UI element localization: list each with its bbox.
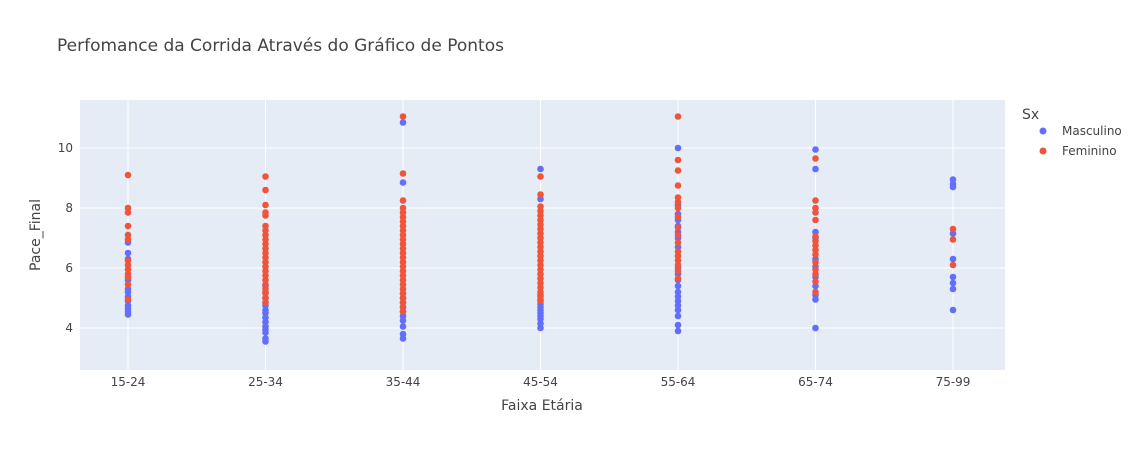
data-point-feminino[interactable] <box>124 231 132 239</box>
legend-item-feminino[interactable]: Feminino <box>1039 144 1117 158</box>
legend: Sx Masculino Feminino <box>1022 107 1122 158</box>
data-point-feminino[interactable] <box>674 239 682 246</box>
legend-marker-feminino <box>1039 147 1047 155</box>
legend-title: Sx <box>1022 107 1039 123</box>
data-point-feminino[interactable] <box>812 278 819 285</box>
data-point-feminino[interactable] <box>124 296 132 303</box>
data-point-masculino[interactable] <box>399 119 407 126</box>
y-tick-label-10: 10 <box>58 141 73 155</box>
data-point-feminino[interactable] <box>537 203 544 210</box>
x-tick-label-15-24: 15-24 <box>111 375 146 389</box>
legend-item-masculino[interactable]: Masculino <box>1039 124 1122 138</box>
data-point-masculino[interactable] <box>812 165 819 173</box>
data-point-feminino[interactable] <box>812 258 819 266</box>
data-point-masculino[interactable] <box>399 323 407 330</box>
y-axis-title: Pace_Final <box>28 199 44 271</box>
data-point-feminino[interactable] <box>674 275 682 282</box>
data-point-feminino[interactable] <box>262 201 269 209</box>
data-point-feminino[interactable] <box>674 194 682 201</box>
data-point-feminino[interactable] <box>812 288 819 296</box>
y-tick-label-8: 8 <box>65 201 73 215</box>
data-point-feminino[interactable] <box>262 186 269 194</box>
data-point-masculino[interactable] <box>262 335 269 342</box>
x-axis-title: Faixa Etária <box>501 398 583 414</box>
data-point-feminino[interactable] <box>674 213 682 221</box>
data-point-masculino[interactable] <box>399 179 407 186</box>
data-point-masculino[interactable] <box>949 255 957 263</box>
data-point-feminino[interactable] <box>812 197 819 204</box>
y-tick-label-6: 6 <box>65 261 73 275</box>
data-point-masculino[interactable] <box>674 288 682 296</box>
data-point-feminino[interactable] <box>674 248 682 255</box>
data-point-masculino[interactable] <box>537 165 544 173</box>
data-point-feminino[interactable] <box>537 191 544 198</box>
data-point-masculino[interactable] <box>399 330 407 338</box>
y-tick-label-4: 4 <box>65 321 73 335</box>
data-point-feminino[interactable] <box>262 222 269 230</box>
data-point-feminino[interactable] <box>399 170 407 177</box>
data-point-masculino[interactable] <box>949 273 957 281</box>
data-point-feminino[interactable] <box>674 224 682 231</box>
data-point-feminino[interactable] <box>674 204 682 212</box>
data-point-feminino[interactable] <box>124 204 132 212</box>
data-point-feminino[interactable] <box>124 222 132 230</box>
data-point-masculino[interactable] <box>949 285 957 293</box>
data-point-masculino[interactable] <box>674 321 682 329</box>
data-points <box>124 113 957 345</box>
legend-marker-masculino <box>1039 127 1047 135</box>
data-point-feminino[interactable] <box>399 204 407 212</box>
data-point-feminino[interactable] <box>124 171 132 179</box>
x-tick-label-75-99: 75-99 <box>936 375 971 389</box>
data-point-masculino[interactable] <box>124 249 132 257</box>
data-point-feminino[interactable] <box>949 261 957 269</box>
data-point-feminino[interactable] <box>949 236 957 243</box>
data-point-masculino[interactable] <box>949 176 957 183</box>
data-point-feminino[interactable] <box>399 113 407 120</box>
data-point-feminino[interactable] <box>124 257 132 264</box>
data-point-masculino[interactable] <box>674 312 682 320</box>
data-point-feminino[interactable] <box>674 167 682 174</box>
data-point-feminino[interactable] <box>812 204 819 212</box>
data-point-masculino[interactable] <box>812 146 819 153</box>
data-point-feminino[interactable] <box>262 173 269 180</box>
data-point-masculino[interactable] <box>674 144 682 152</box>
data-point-masculino[interactable] <box>949 279 957 287</box>
data-point-feminino[interactable] <box>537 173 544 180</box>
data-point-feminino[interactable] <box>399 197 407 204</box>
x-tick-label-65-74: 65-74 <box>798 375 833 389</box>
legend-label-masculino: Masculino <box>1062 124 1122 138</box>
data-point-feminino[interactable] <box>124 281 132 288</box>
data-point-feminino[interactable] <box>674 113 682 120</box>
legend-label-feminino: Feminino <box>1062 144 1117 158</box>
data-point-masculino[interactable] <box>812 324 819 332</box>
data-point-feminino[interactable] <box>812 216 819 224</box>
data-point-masculino[interactable] <box>674 282 682 290</box>
chart-title: Perfomance da Corrida Através do Gráfico… <box>57 36 504 56</box>
y-tick-labels: 4 6 8 10 <box>58 141 73 335</box>
x-tick-label-55-64: 55-64 <box>661 375 696 389</box>
data-point-feminino[interactable] <box>949 225 957 233</box>
x-tick-label-35-44: 35-44 <box>386 375 421 389</box>
x-tick-label-25-34: 25-34 <box>248 375 283 389</box>
data-point-feminino[interactable] <box>674 231 682 239</box>
x-tick-labels: 15-24 25-34 35-44 45-54 55-64 65-74 75-99 <box>111 375 971 389</box>
data-point-feminino[interactable] <box>812 266 819 273</box>
data-point-feminino[interactable] <box>674 267 682 275</box>
data-point-feminino[interactable] <box>812 155 819 162</box>
data-point-feminino[interactable] <box>262 209 269 216</box>
x-tick-label-45-54: 45-54 <box>523 375 558 389</box>
data-point-feminino[interactable] <box>674 182 682 189</box>
data-point-feminino[interactable] <box>674 156 682 164</box>
data-point-feminino[interactable] <box>812 233 819 240</box>
data-point-masculino[interactable] <box>674 327 682 335</box>
data-point-masculino[interactable] <box>949 306 957 314</box>
